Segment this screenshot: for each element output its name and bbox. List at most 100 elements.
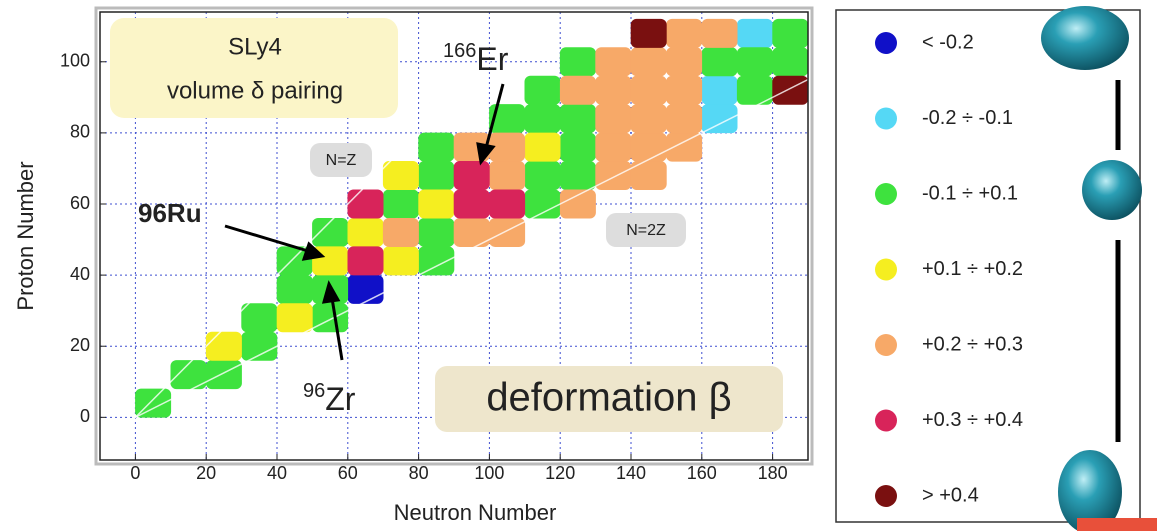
nucleus-cell xyxy=(382,161,419,191)
legend-items: < -0.2 -0.2 ÷ -0.1 -0.1 ÷ +0.1 +0.1 ÷ +0.2 +… xyxy=(875,31,1023,507)
nucleus-cell xyxy=(701,104,738,134)
nucleus-cell xyxy=(595,132,632,162)
n2z-box xyxy=(606,213,686,247)
x-axis-label: Neutron Number xyxy=(394,500,557,525)
arrows xyxy=(224,83,505,361)
y-axis-label: Proton Number xyxy=(13,161,38,310)
legend-swatch xyxy=(875,334,897,356)
nucleus-cell xyxy=(630,161,667,191)
legend-swatch xyxy=(875,409,897,432)
nucleus-cell xyxy=(772,18,808,48)
arrow xyxy=(330,297,344,361)
y-tick-label: 60 xyxy=(70,193,90,213)
annotations: SLy4 volume δ pairing N=Z N=2Z deformati… xyxy=(110,18,783,432)
plot-border xyxy=(99,11,809,461)
nucleus-cell xyxy=(559,132,596,162)
nucleus-cell xyxy=(772,75,808,105)
shape-icons xyxy=(1041,6,1142,531)
nucleus-cell xyxy=(559,189,596,219)
n2z-line xyxy=(100,78,808,436)
nucleus-cell xyxy=(666,75,703,105)
y-tick-label: 80 xyxy=(70,122,90,142)
nucleus-cell xyxy=(666,132,703,162)
x-tick-label: 120 xyxy=(545,463,575,483)
nucleus-cell xyxy=(241,331,278,361)
x-tick-label: 0 xyxy=(130,463,140,483)
arrow-head xyxy=(301,241,326,261)
legend-swatch xyxy=(875,107,897,130)
quantity-box xyxy=(435,366,783,432)
legend-swatch xyxy=(875,183,897,205)
x-tick-label: 180 xyxy=(758,463,788,483)
nucleus-cell xyxy=(524,75,561,105)
nucleus-cell xyxy=(666,18,703,48)
nucleus-cell xyxy=(630,104,667,134)
nucleus-cell xyxy=(701,18,738,48)
legend-swatch xyxy=(875,258,897,281)
er-label: 166Er xyxy=(443,40,509,77)
nucleus-cell xyxy=(772,47,808,77)
nucleus-cell xyxy=(524,161,561,191)
nucleus-cell xyxy=(241,303,278,333)
ru-label: 96Ru xyxy=(138,198,202,228)
arrow-head xyxy=(476,142,496,166)
nucleus-cell xyxy=(205,331,242,361)
nucleus-cell xyxy=(312,217,349,247)
nucleus-cell xyxy=(205,360,242,390)
y-tick-label: 20 xyxy=(70,335,90,355)
model-box xyxy=(110,18,398,118)
nucleus-cell xyxy=(524,132,561,162)
nucleus-cell xyxy=(347,274,384,304)
nucleus-cell xyxy=(595,161,632,191)
x-tick-label: 80 xyxy=(409,463,429,483)
nucleus-cell xyxy=(312,303,349,333)
legend-swatch xyxy=(875,32,897,54)
quantity-label: deformation β xyxy=(486,376,731,420)
nucleus-cell xyxy=(418,189,455,219)
x-tick-label: 160 xyxy=(687,463,717,483)
nucleus-cell xyxy=(418,217,455,247)
nucleus-cell xyxy=(524,104,561,134)
nucleus-cell xyxy=(701,47,738,77)
nucleus-cell xyxy=(418,161,455,191)
legend-label: +0.3 ÷ +0.4 xyxy=(922,409,1023,431)
nucleus-cell xyxy=(489,132,526,162)
nucleus-cell xyxy=(736,47,773,77)
arrow xyxy=(484,83,505,149)
nucleus-cell xyxy=(382,189,419,219)
nucleus-cell xyxy=(736,18,773,48)
legend-label: -0.2 ÷ -0.1 xyxy=(922,107,1013,129)
x-tick-label: 100 xyxy=(474,463,504,483)
nucleus-cell xyxy=(453,189,490,219)
nucleus-cell xyxy=(489,189,526,219)
nucleus-cell xyxy=(595,75,632,105)
legend-label: > +0.4 xyxy=(922,484,979,506)
x-tick-label: 140 xyxy=(616,463,646,483)
nz-label: N=Z xyxy=(326,152,357,169)
nucleus-cell xyxy=(595,104,632,134)
y-tick-label: 100 xyxy=(60,51,90,71)
nucleus-cell xyxy=(666,104,703,134)
nucleus-cell xyxy=(559,47,596,77)
nucleus-cell xyxy=(559,104,596,134)
nucleus-cell xyxy=(630,47,667,77)
corner-badge xyxy=(1077,518,1157,531)
arrow-head xyxy=(321,280,341,304)
nucleus-cell xyxy=(630,132,667,162)
zr-mass: 96 xyxy=(303,380,325,402)
nucleus-cell xyxy=(489,104,526,134)
model-label: SLy4 xyxy=(228,33,282,60)
nucleus-cell xyxy=(276,303,313,333)
nucleus-cell xyxy=(489,217,526,247)
nucleus-cell xyxy=(418,132,455,162)
nucleus-cell xyxy=(453,217,490,247)
legend-label: +0.2 ÷ +0.3 xyxy=(922,333,1023,355)
nucleus-cell xyxy=(630,18,667,48)
nucleus-cell xyxy=(347,217,384,247)
nucleus-cell xyxy=(347,246,384,276)
nucleus-cell xyxy=(453,161,490,191)
er-mass: 166 xyxy=(443,40,476,62)
nucleus-cell xyxy=(524,189,561,219)
